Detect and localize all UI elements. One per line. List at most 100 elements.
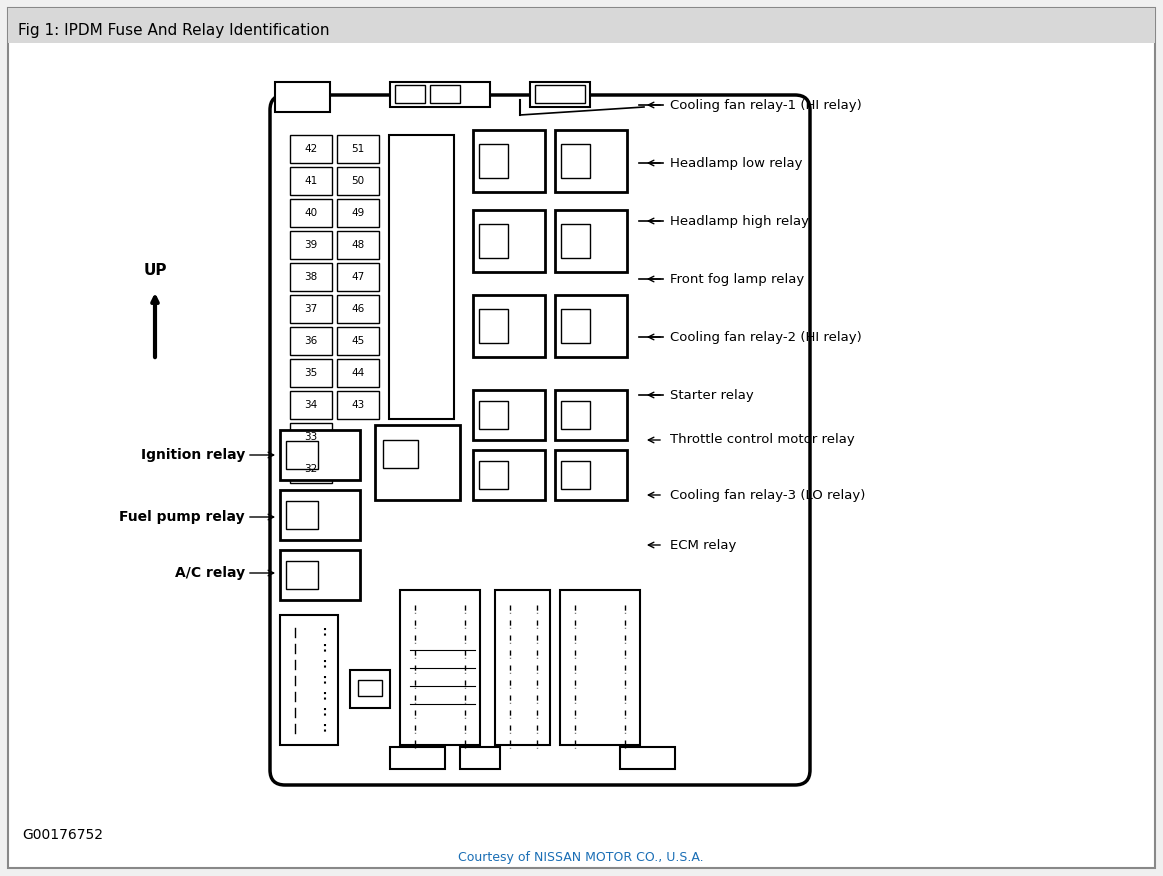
- Text: 37: 37: [305, 304, 317, 314]
- Bar: [620, 747, 675, 769]
- Text: 47: 47: [351, 272, 365, 282]
- Bar: [390, 747, 445, 769]
- Bar: [290, 263, 331, 291]
- Bar: [388, 135, 454, 419]
- Bar: [337, 199, 379, 227]
- Bar: [290, 167, 331, 195]
- Text: 38: 38: [305, 272, 317, 282]
- Bar: [473, 390, 545, 440]
- Bar: [290, 199, 331, 227]
- Bar: [280, 490, 361, 540]
- Bar: [290, 391, 331, 419]
- Bar: [8, 8, 1155, 43]
- Bar: [290, 295, 331, 323]
- Bar: [286, 442, 319, 469]
- Text: Cooling fan relay-3 (LO relay): Cooling fan relay-3 (LO relay): [670, 489, 865, 501]
- Bar: [473, 210, 545, 272]
- Text: ECM relay: ECM relay: [670, 539, 736, 552]
- Bar: [430, 85, 461, 103]
- Text: Ignition relay: Ignition relay: [141, 448, 245, 462]
- Bar: [286, 562, 319, 589]
- Bar: [400, 590, 480, 745]
- Text: 48: 48: [351, 240, 365, 250]
- Bar: [395, 85, 424, 103]
- Text: 43: 43: [351, 400, 365, 410]
- Bar: [280, 615, 338, 745]
- Bar: [479, 401, 507, 428]
- Text: 36: 36: [305, 336, 317, 346]
- Bar: [473, 450, 545, 500]
- Bar: [280, 550, 361, 600]
- Text: A/C relay: A/C relay: [174, 566, 245, 580]
- Bar: [561, 590, 640, 745]
- Bar: [337, 359, 379, 387]
- Bar: [473, 295, 545, 357]
- Text: 45: 45: [351, 336, 365, 346]
- Bar: [530, 82, 590, 107]
- Text: UP: UP: [143, 263, 166, 278]
- Bar: [337, 327, 379, 355]
- Text: 40: 40: [305, 208, 317, 218]
- Bar: [495, 590, 550, 745]
- Bar: [479, 309, 507, 343]
- Text: Starter relay: Starter relay: [670, 388, 754, 401]
- Text: 51: 51: [351, 144, 365, 154]
- Bar: [350, 670, 390, 708]
- Text: G00176752: G00176752: [22, 828, 104, 842]
- Bar: [561, 224, 590, 258]
- Bar: [286, 501, 319, 529]
- Text: 35: 35: [305, 368, 317, 378]
- Text: Throttle control motor relay: Throttle control motor relay: [670, 434, 855, 447]
- Bar: [479, 144, 507, 178]
- Bar: [561, 309, 590, 343]
- Text: 44: 44: [351, 368, 365, 378]
- Bar: [290, 135, 331, 163]
- Bar: [337, 391, 379, 419]
- Text: Headlamp high relay: Headlamp high relay: [670, 215, 809, 228]
- Bar: [535, 85, 585, 103]
- Text: Cooling fan relay-2 (HI relay): Cooling fan relay-2 (HI relay): [670, 330, 862, 343]
- Bar: [290, 231, 331, 259]
- Bar: [374, 425, 461, 500]
- Bar: [555, 210, 627, 272]
- Bar: [290, 455, 331, 483]
- Bar: [461, 747, 500, 769]
- Bar: [561, 462, 590, 489]
- Bar: [555, 130, 627, 192]
- Text: 32: 32: [305, 464, 317, 474]
- Text: 33: 33: [305, 432, 317, 442]
- Text: 50: 50: [351, 176, 364, 186]
- Bar: [358, 680, 381, 696]
- Bar: [290, 423, 331, 451]
- Text: 42: 42: [305, 144, 317, 154]
- Text: 46: 46: [351, 304, 365, 314]
- Bar: [337, 295, 379, 323]
- Bar: [555, 450, 627, 500]
- Bar: [479, 224, 507, 258]
- Text: Courtesy of NISSAN MOTOR CO., U.S.A.: Courtesy of NISSAN MOTOR CO., U.S.A.: [458, 851, 704, 865]
- Text: 41: 41: [305, 176, 317, 186]
- Bar: [280, 430, 361, 480]
- Bar: [561, 401, 590, 428]
- Bar: [337, 263, 379, 291]
- Text: Front fog lamp relay: Front fog lamp relay: [670, 272, 805, 286]
- Bar: [479, 462, 507, 489]
- Bar: [337, 231, 379, 259]
- Bar: [383, 440, 418, 468]
- Text: Headlamp low relay: Headlamp low relay: [670, 157, 802, 169]
- Bar: [337, 167, 379, 195]
- Text: Cooling fan relay-1 (HI relay): Cooling fan relay-1 (HI relay): [670, 98, 862, 111]
- Bar: [337, 135, 379, 163]
- Bar: [274, 82, 330, 112]
- Bar: [561, 144, 590, 178]
- Text: 49: 49: [351, 208, 365, 218]
- Bar: [390, 82, 490, 107]
- FancyBboxPatch shape: [270, 95, 809, 785]
- Bar: [290, 327, 331, 355]
- Text: 34: 34: [305, 400, 317, 410]
- Text: Fig 1: IPDM Fuse And Relay Identification: Fig 1: IPDM Fuse And Relay Identificatio…: [17, 23, 329, 38]
- Bar: [473, 130, 545, 192]
- Bar: [290, 359, 331, 387]
- Bar: [555, 295, 627, 357]
- Bar: [555, 390, 627, 440]
